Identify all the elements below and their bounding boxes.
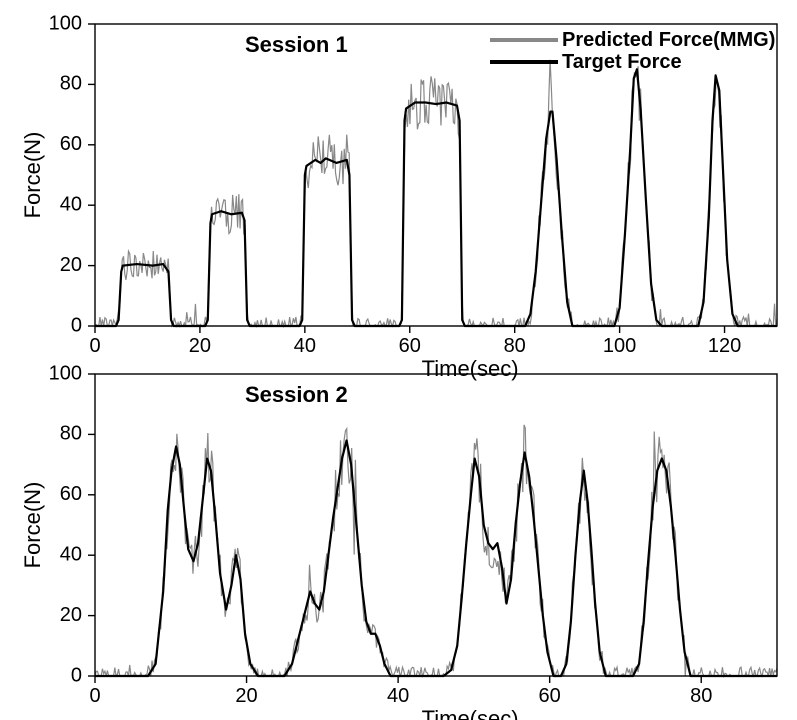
ytick-label: 100	[49, 12, 82, 34]
xtick-label: 40	[294, 335, 316, 357]
xtick-label: 80	[504, 335, 526, 357]
ytick-label: 20	[60, 604, 82, 626]
xlabel: Time(sec)	[422, 356, 519, 381]
session2-panel: 0 20 40 60 80 100 0 20 40 60 80 Time(sec) Force(N) Se…	[20, 362, 777, 720]
xtick-label: 60	[399, 335, 421, 357]
figure-svg: 0 20 40 60 80 100 0 20 40 60 80 100 120 Time(sec) Forc…	[0, 0, 797, 720]
xtick-label: 0	[89, 685, 100, 707]
ytick-label: 20	[60, 254, 82, 276]
session1-title: Session 1	[245, 32, 348, 57]
legend-target-label: Target Force	[562, 51, 682, 73]
legend-predicted-label: Predicted Force(MMG)	[562, 29, 775, 51]
xtick-label: 120	[708, 335, 741, 357]
ytick-label: 60	[60, 483, 82, 505]
ytick-label: 0	[71, 314, 82, 336]
xtick-label: 0	[89, 335, 100, 357]
ytick-label: 100	[49, 362, 82, 384]
xtick-label: 60	[539, 685, 561, 707]
xtick-label: 20	[189, 335, 211, 357]
session2-title: Session 2	[245, 382, 348, 407]
ytick-label: 60	[60, 133, 82, 155]
axis-frame	[95, 374, 777, 676]
predicted-force-line	[95, 60, 777, 326]
ytick-label: 80	[60, 73, 82, 95]
xtick-label: 100	[603, 335, 636, 357]
xtick-label: 80	[690, 685, 712, 707]
ytick-label: 0	[71, 664, 82, 686]
ytick-label: 80	[60, 423, 82, 445]
legend: Predicted Force(MMG)Target Force	[490, 29, 775, 73]
ytick-label: 40	[60, 543, 82, 565]
xlabel: Time(sec)	[422, 706, 519, 720]
xtick-label: 40	[387, 685, 409, 707]
ylabel: Force(N)	[20, 132, 45, 219]
ytick-label: 40	[60, 193, 82, 215]
xtick-label: 20	[235, 685, 257, 707]
ylabel: Force(N)	[20, 482, 45, 569]
target-force-line	[95, 69, 777, 326]
